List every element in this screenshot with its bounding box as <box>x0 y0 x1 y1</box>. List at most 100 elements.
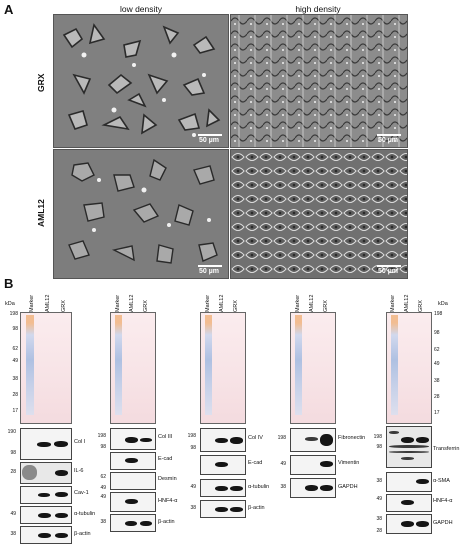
band <box>215 462 228 467</box>
mw-label: 98 <box>10 450 16 456</box>
protein-label-col-iii: Col III <box>158 434 173 440</box>
lane-label-marker: Marker <box>115 294 121 312</box>
lane-label-grx: GRX <box>61 300 67 312</box>
lane-label-marker: Marker <box>29 294 35 312</box>
protein-label-transferrin: Transferrin <box>433 446 460 452</box>
mw-label: 38 <box>10 531 16 537</box>
band <box>125 437 138 443</box>
col-title-high-density: high density <box>295 4 341 14</box>
row-title-grx: GRX <box>36 73 46 92</box>
blot-group-5: Marker AML12 GRX kDa 198 98 62 49 38 28 … <box>368 282 464 550</box>
protein-label-alpha-tubulin: α-tubulin <box>248 484 270 490</box>
mw-label-right: 28 <box>434 394 440 400</box>
lane-label-grx: GRX <box>323 300 329 312</box>
mw-label-right: 38 <box>434 378 440 384</box>
blot-group-3: Marker AML12 GRX 198 98 Col IV E-cad 49 … <box>186 282 282 550</box>
blot-e-cad <box>200 455 246 475</box>
blot-gapdh <box>386 514 432 534</box>
band <box>305 485 318 491</box>
protein-label-desmin: Desmin <box>158 476 177 482</box>
ponceau-stain-membrane <box>386 312 432 424</box>
band <box>401 521 414 527</box>
band <box>38 533 51 538</box>
blot-vimentin <box>290 455 336 475</box>
band <box>215 438 228 443</box>
protein-label-il-6: IL-6 <box>74 468 84 474</box>
micrograph-grx-low-image <box>54 15 228 147</box>
mw-label: 38 <box>376 478 382 484</box>
blot-beta-actin <box>110 514 156 532</box>
protein-label-alpha-tubulin: α-tubulin <box>74 511 96 517</box>
lane-label-marker: Marker <box>390 294 396 312</box>
band <box>389 445 429 448</box>
blot-desmin <box>110 472 156 490</box>
band <box>55 470 68 476</box>
protein-label-vimentin: Vimentin <box>338 460 360 466</box>
mw-label: 98 <box>376 444 382 450</box>
marker-ladder <box>205 315 212 415</box>
blot-alpha-tubulin <box>200 479 246 497</box>
mw-label: 17 <box>12 408 18 414</box>
blot-il-6 <box>20 462 72 484</box>
band <box>389 451 429 453</box>
mw-label-right: 62 <box>434 347 440 353</box>
mw-label: 49 <box>376 496 382 502</box>
blot-col-i <box>20 428 72 460</box>
mw-label: 190 <box>7 429 16 435</box>
mw-label: 49 <box>12 358 18 364</box>
band <box>125 458 138 463</box>
mw-label: 28 <box>12 392 18 398</box>
band <box>320 461 333 467</box>
band <box>401 437 414 443</box>
protein-label-beta-actin: β-actin <box>158 519 175 525</box>
mw-label: 38 <box>100 519 106 525</box>
lane-label-grx: GRX <box>418 300 424 312</box>
blot-fibronectin <box>290 428 336 452</box>
micrograph-aml12-high-image <box>231 150 407 278</box>
mw-label: 49 <box>100 485 106 491</box>
band <box>230 486 243 491</box>
scalebar-line <box>377 265 401 267</box>
micrograph-aml12-low-image <box>54 150 228 278</box>
ponceau-stain-membrane <box>20 312 72 424</box>
protein-label-alpha-sma: α-SMA <box>433 478 450 484</box>
band <box>125 521 137 526</box>
mw-label: 198 <box>277 435 286 441</box>
mw-label-right: 17 <box>434 410 440 416</box>
panel-a-letter: A <box>4 2 14 17</box>
blot-cav-1 <box>20 486 72 504</box>
mw-label-right: 98 <box>434 330 440 336</box>
mw-label: 38 <box>376 516 382 522</box>
micrograph-grx-low-density: 50 µm <box>53 14 229 148</box>
scalebar-line <box>198 265 222 267</box>
mw-label: 198 <box>187 433 196 439</box>
micrograph-aml12-high-density: 50 µm <box>230 149 408 279</box>
scalebar-label: 50 µm <box>199 137 219 144</box>
lane-label-aml12: AML12 <box>404 294 410 312</box>
mw-label: 49 <box>10 511 16 517</box>
mw-label: 62 <box>12 346 18 352</box>
blot-col-iv <box>200 428 246 452</box>
mw-label-right: 198 <box>434 311 443 317</box>
ponceau-stain-membrane <box>110 312 156 424</box>
blot-group-1: Marker AML12 GRX kDa 198 98 62 49 38 28 … <box>0 282 100 550</box>
micrograph-aml12-low-density: 50 µm <box>53 149 229 279</box>
mw-label-right: 49 <box>434 361 440 367</box>
band <box>55 492 68 497</box>
lane-label-marker: Marker <box>205 294 211 312</box>
protein-label-beta-actin: β-actin <box>248 505 265 511</box>
lane-label-marker: Marker <box>295 294 301 312</box>
blot-alpha-tubulin <box>20 506 72 524</box>
mw-label: 28 <box>10 469 16 475</box>
band <box>416 437 429 443</box>
band <box>55 533 68 538</box>
protein-label-fibronectin: Fibronectin <box>338 435 366 441</box>
band <box>38 493 50 497</box>
band <box>305 437 318 441</box>
lane-label-aml12: AML12 <box>45 294 51 312</box>
blot-group-2: Marker AML12 GRX 198 98 Col III E-cad 62… <box>96 282 192 550</box>
mw-label: 98 <box>100 444 106 450</box>
col-title-low-density: low density <box>119 4 163 14</box>
micrograph-grx-high-density: 50 µm <box>230 14 408 148</box>
scalebar-label: 50 µm <box>199 268 219 275</box>
